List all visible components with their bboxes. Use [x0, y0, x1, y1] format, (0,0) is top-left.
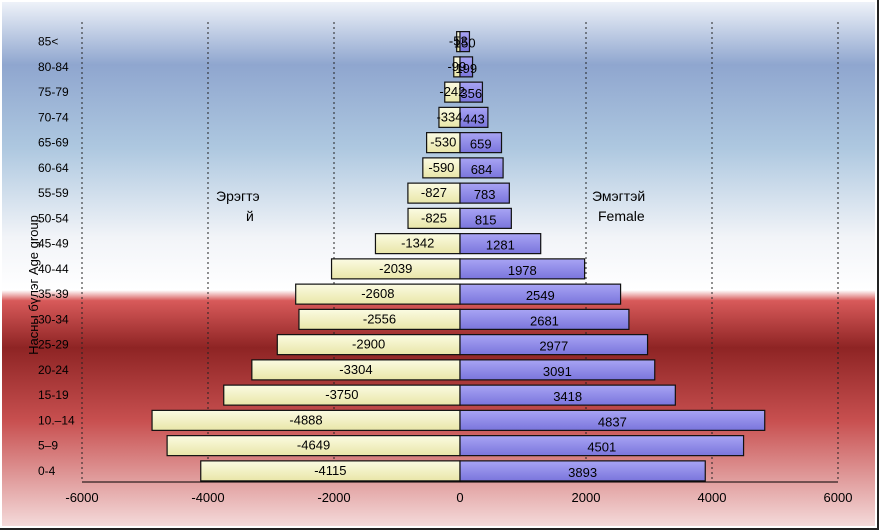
x-tick-label: -6000	[65, 490, 98, 505]
bar-female	[459, 106, 489, 128]
label-layer: 0-4 -4115 3893 5–9 -4649 4501 10.–14 -4888 4837 1…	[38, 34, 627, 480]
data-label-male: -4649	[297, 438, 330, 453]
data-label-female: 3418	[553, 389, 582, 404]
data-label-female: 443	[463, 111, 485, 126]
x-tick-label: 0	[456, 490, 463, 505]
data-label-male: -530	[430, 135, 456, 150]
x-tick-label: -2000	[317, 490, 350, 505]
bar-layer	[151, 31, 766, 482]
data-label-male: -4888	[289, 412, 322, 427]
data-label-female: 4501	[587, 440, 616, 455]
data-label-male: -2556	[363, 311, 396, 326]
bar-female	[459, 435, 745, 457]
x-tick-label: 6000	[824, 490, 853, 505]
data-label-female: 356	[460, 86, 482, 101]
x-tick-label: 2000	[572, 490, 601, 505]
data-label-female: 150	[454, 36, 476, 51]
male-annotation-line2: й	[246, 208, 254, 224]
category-label: 20-24	[38, 363, 69, 377]
data-label-male: -825	[421, 210, 447, 225]
data-label-female: 3091	[543, 364, 572, 379]
category-label: 15-19	[38, 388, 69, 402]
data-label-female: 2681	[530, 313, 559, 328]
data-label-female: 2549	[526, 288, 555, 303]
category-label: 45-49	[38, 237, 69, 251]
data-label-male: -53	[449, 34, 468, 49]
x-tick-label: -4000	[191, 490, 224, 505]
data-label-female: 659	[470, 137, 492, 152]
category-label: 75-79	[38, 85, 69, 99]
data-label-female: 815	[475, 212, 497, 227]
male-annotation-line1: Эрэгтэ	[216, 188, 260, 204]
data-label-male: -827	[421, 185, 447, 200]
data-label-female: 4837	[598, 414, 627, 429]
bar-female	[459, 182, 510, 204]
bar-female	[459, 460, 706, 482]
data-label-male: -3304	[339, 362, 372, 377]
category-label: 5–9	[38, 439, 58, 453]
category-label: 25-29	[38, 338, 69, 352]
bar-female	[459, 56, 474, 78]
bar-female	[459, 31, 471, 53]
bar-female	[459, 283, 622, 305]
data-label-female: 1281	[486, 238, 515, 253]
female-annotation-line2: Female	[598, 208, 645, 224]
data-label-male: -4115	[314, 463, 346, 478]
data-label-male: -2900	[352, 337, 385, 352]
axis-layer: -6000 -4000 -2000 0 2000 4000 6000	[65, 481, 853, 505]
x-tick-label: 4000	[698, 490, 727, 505]
data-label-female: 199	[455, 61, 477, 76]
data-label-female: 783	[474, 187, 496, 202]
category-label: 65-69	[38, 136, 69, 150]
bar-female	[459, 384, 676, 406]
data-label-male: -99	[447, 59, 466, 74]
category-label: 35-39	[38, 287, 69, 301]
category-label: 85<	[38, 35, 58, 49]
bar-female	[459, 157, 504, 179]
category-label: 50-54	[38, 211, 69, 225]
data-label-male: -590	[428, 160, 454, 175]
y-axis-label: Насны бүлэг Age group	[26, 215, 41, 355]
data-label-female: 1978	[508, 263, 537, 278]
data-label-male: -242	[439, 84, 465, 99]
category-label: 10.–14	[38, 413, 75, 427]
category-label: 80-84	[38, 60, 69, 74]
category-label: 60-64	[38, 161, 69, 175]
data-label-male: -2608	[361, 286, 394, 301]
category-label: 40-44	[38, 262, 69, 276]
female-annotation-line1: Эмэгтэй	[592, 188, 645, 204]
category-label: 70-74	[38, 110, 69, 124]
bar-female	[459, 334, 649, 356]
grid-layer	[81, 22, 839, 482]
data-label-male: -1342	[401, 236, 434, 251]
bar-female	[459, 359, 656, 381]
data-label-male: -2039	[379, 261, 412, 276]
data-label-female: 2977	[539, 339, 568, 354]
category-label: 30-34	[38, 312, 69, 326]
bar-female	[459, 81, 484, 103]
data-label-female: 3893	[568, 465, 597, 480]
data-label-male: -3750	[325, 387, 358, 402]
bar-female	[459, 233, 542, 255]
bar-female	[459, 308, 630, 330]
category-label: 55-59	[38, 186, 69, 200]
data-label-female: 684	[471, 162, 493, 177]
category-label: 0-4	[38, 464, 56, 478]
bar-female	[459, 409, 766, 431]
bar-female	[459, 258, 586, 280]
data-label-male: -334	[436, 109, 462, 124]
bar-female	[459, 132, 503, 154]
bar-female	[459, 207, 512, 229]
